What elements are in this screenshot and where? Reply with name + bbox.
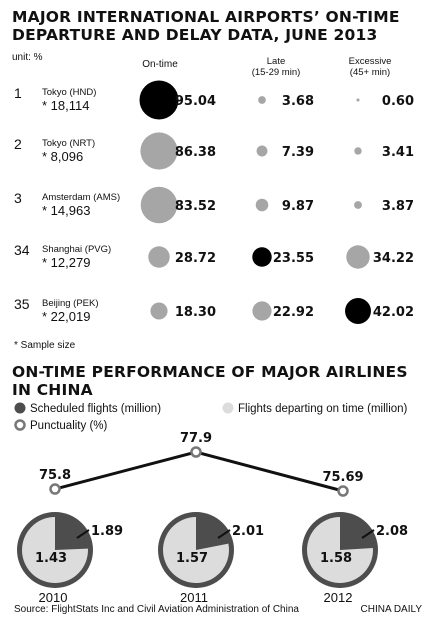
value-label-late: 22.92	[273, 305, 314, 320]
row-sample-size: * 22,019	[42, 309, 90, 324]
row-rank: 35	[14, 296, 30, 312]
source-note: Source: FlightStats Inc and Civil Aviati…	[14, 604, 299, 615]
pie-leader-line	[361, 529, 375, 539]
row-sample-size: * 14,963	[42, 203, 90, 218]
bubble-late	[256, 145, 268, 157]
unit-label: unit: %	[12, 52, 43, 63]
pie-scheduled-label: 2.08	[376, 524, 408, 539]
value-label-late: 9.87	[282, 199, 314, 214]
legend-ontime-marker	[222, 402, 234, 414]
value-label-excessive: 34.22	[373, 251, 414, 266]
punctuality-point	[337, 485, 349, 497]
row-airport: Amsterdam (AMS)	[42, 192, 120, 203]
pie-ontime-label: 1.57	[176, 551, 208, 566]
legend-scheduled-label: Scheduled flights (million)	[30, 403, 161, 415]
x-tick-label: 2010	[39, 590, 68, 605]
punctuality-label: 75.8	[39, 468, 71, 483]
pie-ontime-flights	[162, 517, 229, 583]
column-header-excessive: Excessive	[349, 56, 392, 67]
pie-leader-line	[217, 529, 231, 539]
row-airport: Beijing (PEK)	[42, 298, 99, 309]
sample-size-note: * Sample size	[14, 340, 76, 351]
punctuality-label: 77.9	[180, 431, 212, 446]
pie-ontime-label: 1.43	[35, 551, 67, 566]
legend-punctuality-marker	[14, 419, 26, 431]
bubble-excessive	[354, 147, 362, 155]
value-label-on-time: 86.38	[175, 145, 216, 160]
chart-title-line1: MAJOR INTERNATIONAL AIRPORTS’ ON-TIME	[12, 8, 400, 26]
bubble-late	[258, 96, 266, 104]
row-airport: Shanghai (PVG)	[42, 244, 111, 255]
pie-scheduled-label: 2.01	[232, 524, 264, 539]
legend-ontime-label: Flights departing on time (million)	[238, 403, 408, 415]
row-sample-size: * 12,279	[42, 255, 90, 270]
bubble-excessive	[345, 298, 371, 324]
value-label-excessive: 3.87	[382, 199, 414, 214]
row-airport: Tokyo (NRT)	[42, 138, 95, 149]
value-label-excessive: 42.02	[373, 305, 414, 320]
column-header-late-sub: (15-29 min)	[252, 67, 301, 78]
legend-punctuality-label: Punctuality (%)	[30, 420, 108, 432]
bubble-on-time	[148, 246, 170, 268]
value-label-excessive: 0.60	[382, 94, 414, 109]
bubble-on-time	[140, 186, 178, 224]
bubble-late	[252, 301, 272, 321]
pie-ontime-flights	[21, 517, 88, 583]
row-sample-size: * 18,114	[42, 98, 89, 113]
pie-scheduled-label: 1.89	[91, 524, 123, 539]
row-sample-size: * 8,096	[42, 149, 83, 164]
punctuality-point	[190, 446, 202, 458]
x-tick-label: 2011	[180, 590, 208, 605]
bubble-on-time	[150, 302, 168, 320]
pie-ontime-label: 1.58	[320, 551, 352, 566]
bubble-late	[255, 198, 269, 212]
punctuality-line	[54, 450, 344, 493]
punctuality-point	[49, 483, 61, 495]
value-label-on-time: 28.72	[175, 251, 216, 266]
bubble-on-time	[139, 80, 179, 120]
credit-label: CHINA DAILY	[361, 604, 423, 615]
bubble-excessive	[346, 245, 370, 269]
section2-title-line1: ON-TIME PERFORMANCE OF MAJOR AIRLINES	[12, 363, 408, 381]
column-header-late: Late	[267, 56, 286, 67]
punctuality-label: 75.69	[322, 470, 363, 485]
column-header-excessive-sub: (45+ min)	[350, 67, 390, 78]
bubble-late	[252, 247, 272, 267]
bubble-excessive	[356, 98, 360, 102]
value-label-excessive: 3.41	[382, 145, 414, 160]
row-rank: 3	[14, 190, 22, 206]
row-rank: 34	[14, 242, 30, 258]
value-label-late: 23.55	[273, 251, 314, 266]
pie-leader-line	[76, 529, 90, 539]
value-label-on-time: 95.04	[175, 94, 216, 109]
value-label-on-time: 83.52	[175, 199, 216, 214]
chart-title-line2: DEPARTURE AND DELAY DATA, JUNE 2013	[12, 26, 378, 44]
row-rank: 2	[14, 136, 22, 152]
pie-ontime-flights	[307, 517, 374, 583]
value-label-late: 7.39	[282, 145, 314, 160]
section2-title-line2: IN CHINA	[12, 381, 93, 399]
bubble-excessive	[354, 201, 362, 209]
row-airport: Tokyo (HND)	[42, 87, 96, 98]
legend-scheduled-marker	[14, 402, 26, 414]
bubble-on-time	[140, 132, 178, 170]
row-rank: 1	[14, 85, 22, 101]
value-label-late: 3.68	[282, 94, 314, 109]
column-header-ontime: On-time	[142, 59, 178, 70]
value-label-on-time: 18.30	[175, 305, 216, 320]
x-tick-label: 2012	[324, 590, 353, 605]
